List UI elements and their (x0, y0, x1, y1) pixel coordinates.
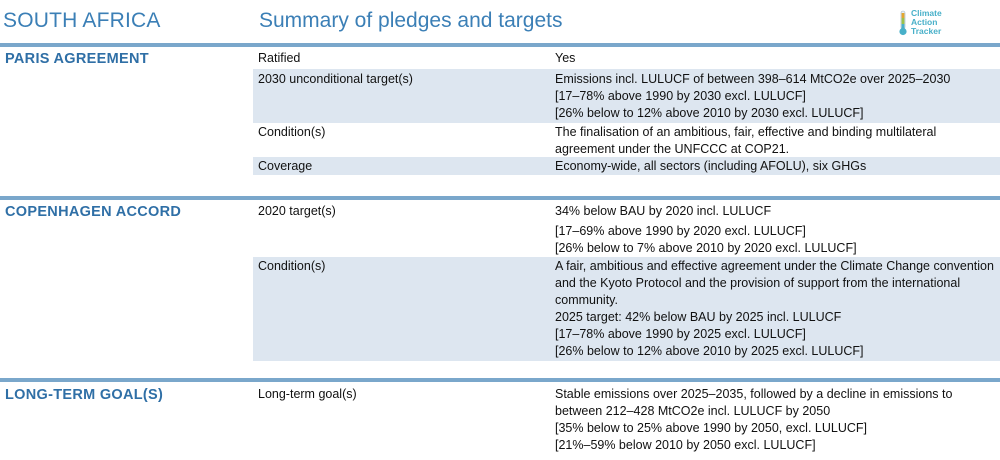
row-value: Stable emissions over 2025–2035, followe… (555, 386, 997, 454)
value-line: [26% below to 7% above 2010 by 2020 excl… (555, 241, 857, 255)
value-line: Economy-wide, all sectors (including AFO… (555, 159, 867, 173)
value-line: Emissions incl. LULUCF of between 398–61… (555, 72, 951, 86)
logo-wordmark: Climate Action Tracker (911, 9, 942, 36)
section-divider (0, 378, 1000, 382)
logo-line-3: Tracker (911, 26, 942, 36)
row-value: Economy-wide, all sectors (including AFO… (555, 158, 997, 175)
page-subtitle: Summary of pledges and targets (259, 9, 563, 32)
row-value: The finalisation of an ambitious, fair, … (555, 124, 997, 158)
row-label: Long-term goal(s) (258, 387, 357, 401)
value-line: [21%–59% below 2010 by 2050 excl. LULUCF… (555, 438, 816, 452)
value-line: A fair, ambitious and effective agreemen… (555, 259, 994, 307)
section-divider (0, 43, 1000, 47)
row-value: A fair, ambitious and effective agreemen… (555, 258, 997, 360)
row-value: Yes (555, 50, 997, 67)
row-label: 2020 target(s) (258, 204, 336, 218)
value-line: The finalisation of an ambitious, fair, … (555, 125, 937, 156)
section-divider (0, 196, 1000, 200)
value-line: [26% below to 12% above 2010 by 2025 exc… (555, 344, 864, 358)
section-title-long-term-goals: LONG-TERM GOAL(S) (5, 387, 164, 403)
value-line: [17–78% above 1990 by 2030 excl. LULUCF] (555, 89, 806, 103)
table-row: Ratified Yes (253, 50, 1000, 67)
value-line: Stable emissions over 2025–2035, followe… (555, 387, 953, 418)
table-row: Coverage Economy-wide, all sectors (incl… (253, 157, 1000, 175)
row-label: 2030 unconditional target(s) (258, 72, 413, 86)
table-row: 2030 unconditional target(s) Emissions i… (253, 69, 1000, 123)
value-line: 2025 target: 42% below BAU by 2025 incl.… (555, 310, 842, 324)
value-line: [17–69% above 1990 by 2020 excl. LULUCF] (555, 224, 806, 238)
table-row: Long-term goal(s) Stable emissions over … (253, 386, 1000, 458)
row-label: Coverage (258, 159, 313, 173)
value-line: [26% below to 12% above 2010 by 2030 exc… (555, 106, 864, 120)
logo-line-2: Action (911, 17, 938, 27)
row-label: Condition(s) (258, 259, 326, 273)
table-row: Condition(s) A fair, ambitious and effec… (253, 257, 1000, 361)
table-row: 2020 target(s) 34% below BAU by 2020 inc… (253, 203, 1000, 256)
page-header: SOUTH AFRICA Summary of pledges and targ… (0, 0, 1000, 42)
value-line: 34% below BAU by 2020 incl. LULUCF (555, 204, 772, 218)
section-title-paris-agreement: PARIS AGREEMENT (5, 51, 149, 67)
row-label: Condition(s) (258, 125, 326, 139)
row-label: Ratified (258, 51, 301, 65)
row-value: 34% below BAU by 2020 incl. LULUCF [17–6… (555, 203, 997, 257)
thermometer-icon (899, 10, 907, 36)
section-title-copenhagen-accord: COPENHAGEN ACCORD (5, 204, 182, 220)
row-value: Emissions incl. LULUCF of between 398–61… (555, 71, 997, 122)
table-row: Condition(s) The finalisation of an ambi… (253, 124, 1000, 158)
climate-action-tracker-logo: Climate Action Tracker (898, 8, 958, 38)
value-line: [17–78% above 1990 by 2025 excl. LULUCF] (555, 327, 806, 341)
value-line: Yes (555, 51, 576, 65)
country-title: SOUTH AFRICA (3, 9, 161, 32)
value-line: [35% below to 25% above 1990 by 2050, ex… (555, 421, 867, 435)
logo-line-1: Climate (911, 8, 942, 18)
